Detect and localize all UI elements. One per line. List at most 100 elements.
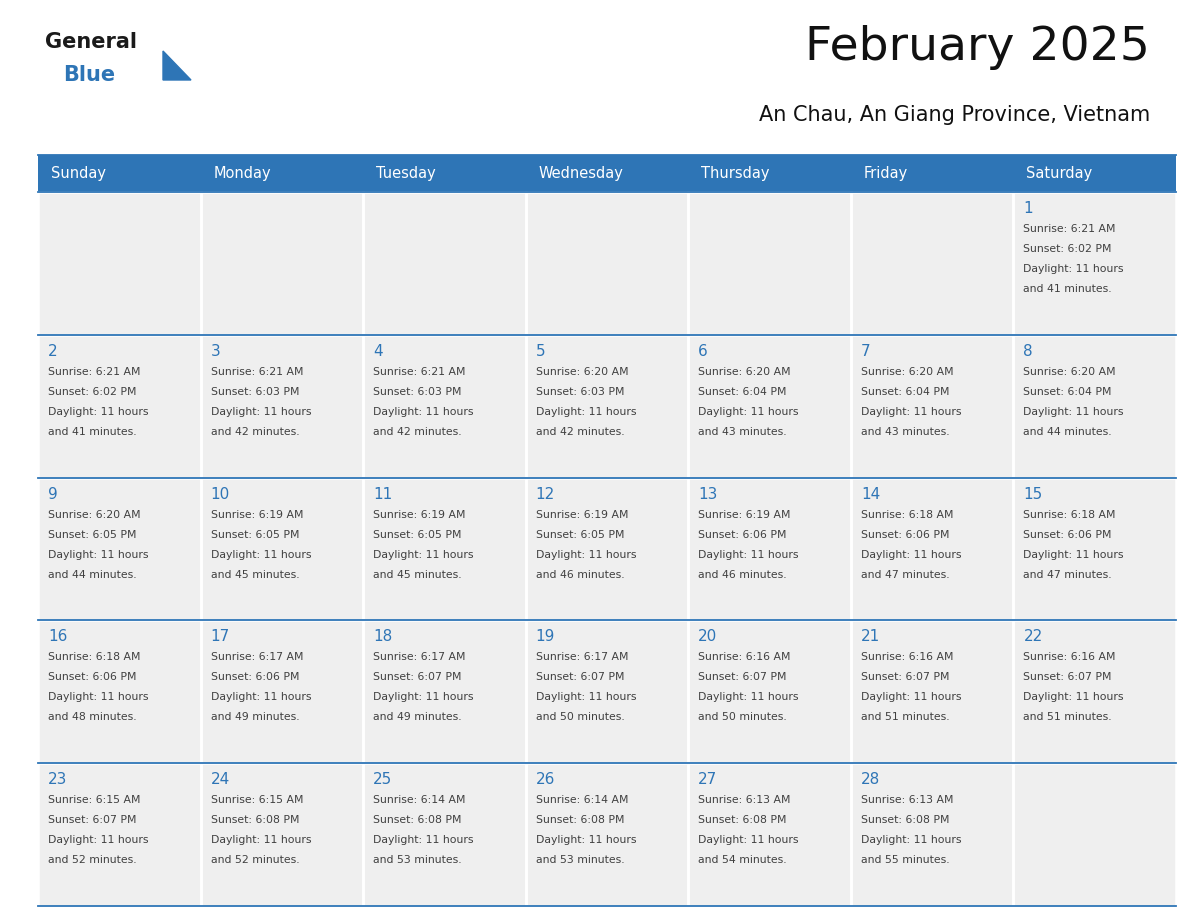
Text: and 48 minutes.: and 48 minutes. <box>48 712 137 722</box>
Bar <box>38 155 201 192</box>
Text: Sunrise: 6:21 AM: Sunrise: 6:21 AM <box>210 367 303 376</box>
Text: 24: 24 <box>210 772 229 788</box>
Text: Sunset: 6:02 PM: Sunset: 6:02 PM <box>1023 244 1112 254</box>
Text: Daylight: 11 hours: Daylight: 11 hours <box>210 692 311 702</box>
Text: and 50 minutes.: and 50 minutes. <box>536 712 625 722</box>
Text: and 46 minutes.: and 46 minutes. <box>536 569 625 579</box>
Text: Sunrise: 6:20 AM: Sunrise: 6:20 AM <box>536 367 628 376</box>
Text: Daylight: 11 hours: Daylight: 11 hours <box>1023 264 1124 274</box>
Text: Sunrise: 6:20 AM: Sunrise: 6:20 AM <box>699 367 791 376</box>
Text: and 42 minutes.: and 42 minutes. <box>373 427 462 437</box>
Text: Sunset: 6:07 PM: Sunset: 6:07 PM <box>699 672 786 682</box>
Text: 23: 23 <box>48 772 68 788</box>
Text: Daylight: 11 hours: Daylight: 11 hours <box>373 692 474 702</box>
Text: Sunrise: 6:19 AM: Sunrise: 6:19 AM <box>536 509 628 520</box>
Text: Tuesday: Tuesday <box>377 166 436 181</box>
Text: Sunset: 6:07 PM: Sunset: 6:07 PM <box>373 672 462 682</box>
Text: and 52 minutes.: and 52 minutes. <box>48 856 137 865</box>
Bar <box>364 763 526 906</box>
Text: Daylight: 11 hours: Daylight: 11 hours <box>1023 550 1124 560</box>
Bar <box>851 621 1013 763</box>
Text: 8: 8 <box>1023 344 1034 359</box>
Text: Sunset: 6:06 PM: Sunset: 6:06 PM <box>48 672 137 682</box>
Bar <box>201 477 364 621</box>
Text: 25: 25 <box>373 772 392 788</box>
Text: and 54 minutes.: and 54 minutes. <box>699 856 786 865</box>
Text: Sunrise: 6:21 AM: Sunrise: 6:21 AM <box>1023 224 1116 234</box>
Text: Sunset: 6:07 PM: Sunset: 6:07 PM <box>861 672 949 682</box>
Bar <box>1013 477 1176 621</box>
Text: Thursday: Thursday <box>701 166 770 181</box>
Text: Sunset: 6:06 PM: Sunset: 6:06 PM <box>699 530 786 540</box>
Text: Daylight: 11 hours: Daylight: 11 hours <box>210 835 311 845</box>
Text: 3: 3 <box>210 344 220 359</box>
Text: February 2025: February 2025 <box>805 25 1150 70</box>
Text: Sunset: 6:08 PM: Sunset: 6:08 PM <box>861 815 949 825</box>
Bar <box>38 477 201 621</box>
Text: 6: 6 <box>699 344 708 359</box>
Text: Sunset: 6:06 PM: Sunset: 6:06 PM <box>861 530 949 540</box>
Bar <box>688 335 851 477</box>
Text: Daylight: 11 hours: Daylight: 11 hours <box>536 692 637 702</box>
Text: and 49 minutes.: and 49 minutes. <box>210 712 299 722</box>
Bar <box>364 192 526 335</box>
Text: Sunrise: 6:21 AM: Sunrise: 6:21 AM <box>373 367 466 376</box>
Bar <box>364 477 526 621</box>
Text: Sunset: 6:08 PM: Sunset: 6:08 PM <box>699 815 786 825</box>
Text: Sunrise: 6:16 AM: Sunrise: 6:16 AM <box>861 653 953 663</box>
Bar <box>1013 155 1176 192</box>
Text: Daylight: 11 hours: Daylight: 11 hours <box>1023 692 1124 702</box>
Text: Sunrise: 6:19 AM: Sunrise: 6:19 AM <box>373 509 466 520</box>
Text: Sunset: 6:07 PM: Sunset: 6:07 PM <box>1023 672 1112 682</box>
Text: Daylight: 11 hours: Daylight: 11 hours <box>48 692 148 702</box>
Text: Daylight: 11 hours: Daylight: 11 hours <box>536 407 637 417</box>
Text: 20: 20 <box>699 630 718 644</box>
Bar <box>526 192 688 335</box>
Text: Daylight: 11 hours: Daylight: 11 hours <box>373 550 474 560</box>
Text: Sunset: 6:04 PM: Sunset: 6:04 PM <box>1023 386 1112 397</box>
Bar <box>201 621 364 763</box>
Text: Daylight: 11 hours: Daylight: 11 hours <box>1023 407 1124 417</box>
Text: and 43 minutes.: and 43 minutes. <box>861 427 949 437</box>
Text: Sunset: 6:02 PM: Sunset: 6:02 PM <box>48 386 137 397</box>
Text: Sunset: 6:06 PM: Sunset: 6:06 PM <box>210 672 299 682</box>
Text: Sunrise: 6:16 AM: Sunrise: 6:16 AM <box>1023 653 1116 663</box>
Text: and 49 minutes.: and 49 minutes. <box>373 712 462 722</box>
Text: and 44 minutes.: and 44 minutes. <box>48 569 137 579</box>
Bar <box>201 155 364 192</box>
Text: and 55 minutes.: and 55 minutes. <box>861 856 949 865</box>
Text: Sunrise: 6:20 AM: Sunrise: 6:20 AM <box>48 509 140 520</box>
Text: Sunrise: 6:13 AM: Sunrise: 6:13 AM <box>699 795 791 805</box>
Text: Sunset: 6:07 PM: Sunset: 6:07 PM <box>536 672 624 682</box>
Text: and 53 minutes.: and 53 minutes. <box>373 856 462 865</box>
Text: Friday: Friday <box>864 166 908 181</box>
Bar <box>201 192 364 335</box>
Text: Daylight: 11 hours: Daylight: 11 hours <box>48 835 148 845</box>
Text: Daylight: 11 hours: Daylight: 11 hours <box>699 407 798 417</box>
Text: Sunset: 6:08 PM: Sunset: 6:08 PM <box>210 815 299 825</box>
Text: Sunset: 6:05 PM: Sunset: 6:05 PM <box>48 530 137 540</box>
Text: 1: 1 <box>1023 201 1034 216</box>
Bar <box>688 763 851 906</box>
Text: and 45 minutes.: and 45 minutes. <box>210 569 299 579</box>
Text: Sunrise: 6:21 AM: Sunrise: 6:21 AM <box>48 367 140 376</box>
Text: and 53 minutes.: and 53 minutes. <box>536 856 625 865</box>
Bar <box>1013 763 1176 906</box>
Bar <box>38 192 201 335</box>
Text: Daylight: 11 hours: Daylight: 11 hours <box>373 407 474 417</box>
Text: Sunrise: 6:15 AM: Sunrise: 6:15 AM <box>210 795 303 805</box>
Text: 10: 10 <box>210 487 229 501</box>
Text: 22: 22 <box>1023 630 1043 644</box>
Text: and 47 minutes.: and 47 minutes. <box>861 569 949 579</box>
Text: 11: 11 <box>373 487 392 501</box>
Text: Sunrise: 6:17 AM: Sunrise: 6:17 AM <box>210 653 303 663</box>
Text: and 51 minutes.: and 51 minutes. <box>861 712 949 722</box>
Text: Sunset: 6:03 PM: Sunset: 6:03 PM <box>373 386 462 397</box>
Bar <box>851 155 1013 192</box>
Text: Sunrise: 6:18 AM: Sunrise: 6:18 AM <box>48 653 140 663</box>
Text: and 42 minutes.: and 42 minutes. <box>210 427 299 437</box>
Bar <box>364 335 526 477</box>
Text: Daylight: 11 hours: Daylight: 11 hours <box>48 407 148 417</box>
Text: and 42 minutes.: and 42 minutes. <box>536 427 625 437</box>
Text: 14: 14 <box>861 487 880 501</box>
